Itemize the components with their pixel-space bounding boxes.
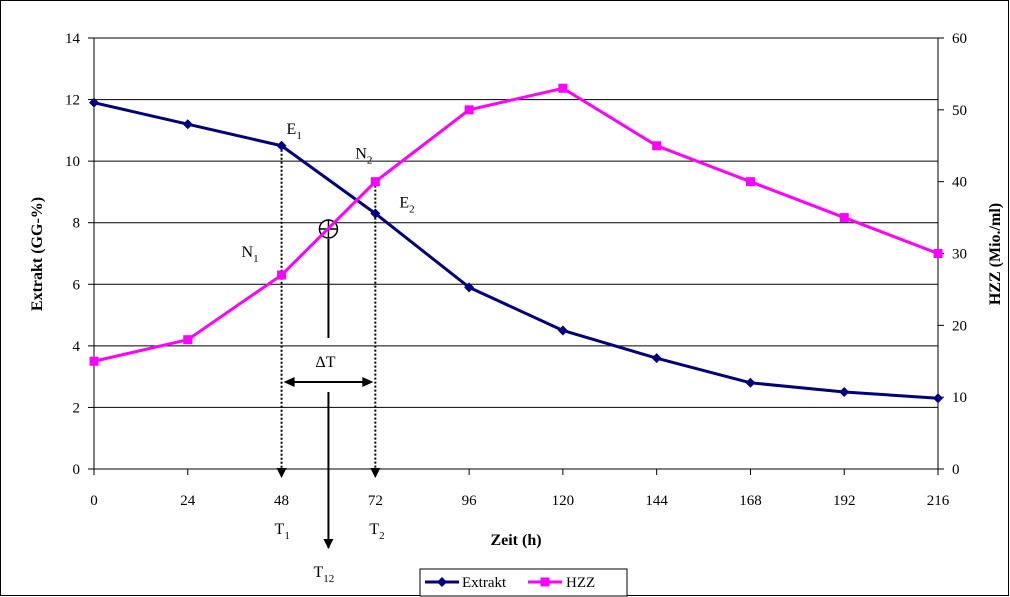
data-point-hzz (745, 177, 755, 187)
data-point-extrakt (89, 97, 99, 108)
gridlines (94, 99, 938, 408)
label-e1: E1 (287, 121, 302, 142)
right-axis: 0 10 20 30 40 50 60 (938, 31, 967, 478)
data-point-extrakt (276, 140, 287, 151)
left-tick-label: 4 (73, 339, 81, 355)
right-tick-label: 40 (952, 175, 967, 191)
data-point-extrakt (839, 387, 850, 398)
data-point-hzz (933, 249, 943, 258)
right-tick-label: 30 (952, 247, 967, 263)
right-axis-title: HZZ (Mio./ml) (987, 203, 1004, 305)
legend-extrakt-label: Extrakt (462, 575, 507, 591)
left-tick-label: 6 (73, 277, 81, 293)
right-tick-label: 10 (952, 390, 967, 406)
right-tick-label: 50 (952, 103, 967, 119)
left-axis-title: Extrakt (GG-%) (29, 197, 46, 311)
data-point-extrakt (745, 377, 756, 388)
series-line-hzz (93, 86, 939, 363)
x-tick-label: 144 (645, 493, 668, 509)
x-axis: 0 24 48 72 96 120 144 168 192 216 (90, 469, 950, 509)
series-line-extrakt (93, 101, 939, 400)
data-point-hzz (464, 105, 474, 115)
data-point-hzz (183, 335, 193, 345)
data-point-hzz (370, 177, 380, 187)
left-axis: 0 2 4 6 8 10 12 14 (65, 31, 94, 478)
x-tick-label: 48 (274, 493, 289, 509)
x-tick-label: 216 (927, 493, 950, 509)
data-point-extrakt (651, 353, 662, 364)
label-n2: N2 (355, 146, 372, 167)
label-t1: T1 (275, 521, 290, 542)
construction-lines (276, 145, 381, 549)
data-point-hzz (839, 213, 849, 223)
left-tick-label: 8 (73, 216, 81, 232)
legend-extrakt-marker (437, 577, 447, 587)
left-tick-label: 12 (65, 93, 80, 109)
data-point-extrakt (933, 393, 943, 404)
label-t2: T2 (369, 521, 384, 542)
series-group (89, 83, 943, 404)
x-tick-label: 120 (552, 493, 575, 509)
x-tick-label: 168 (739, 493, 762, 509)
x-tick-label: 0 (90, 493, 98, 509)
label-e2: E2 (399, 194, 414, 215)
left-tick-label: 10 (65, 154, 80, 170)
right-tick-label: 0 (952, 462, 960, 478)
legend: Extrakt HZZ (419, 568, 628, 597)
left-tick-label: 0 (73, 462, 81, 478)
label-delta-t: ΔT (315, 354, 335, 371)
x-axis-title: Zeit (h) (490, 532, 541, 549)
data-point-hzz (652, 141, 662, 151)
legend-hzz-label: HZZ (566, 575, 595, 591)
right-tick-label: 20 (952, 318, 967, 334)
x-tick-label: 24 (180, 493, 196, 509)
label-n1: N1 (242, 244, 259, 265)
delta-t-arrow-right (362, 377, 374, 387)
data-point-extrakt (464, 282, 475, 293)
x-tick-label: 96 (462, 493, 478, 509)
right-tick-label: 60 (952, 31, 967, 47)
label-t12: T12 (313, 564, 334, 585)
data-point-extrakt (557, 325, 568, 336)
data-point-hzz (558, 83, 568, 93)
x-tick-label: 72 (368, 493, 383, 509)
data-point-hzz (89, 356, 99, 366)
data-point-extrakt (182, 119, 193, 130)
x-tick-label: 192 (833, 493, 856, 509)
legend-hzz-marker (540, 577, 550, 587)
data-point-hzz (277, 270, 287, 280)
data-point-extrakt (370, 208, 381, 219)
annotations: E1 E2 N1 N2 T1 T2 T12 ΔT (242, 121, 415, 585)
left-tick-label: 14 (65, 31, 81, 47)
delta-t-arrow-left (283, 377, 295, 387)
left-tick-label: 2 (73, 400, 81, 416)
